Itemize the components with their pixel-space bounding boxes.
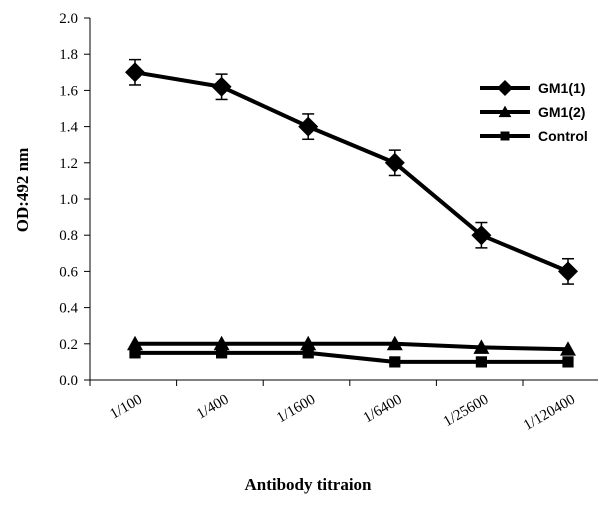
legend-label: Control [538, 128, 588, 144]
x-tick-label: 1/400 [194, 392, 232, 423]
data-point [562, 356, 574, 368]
data-point [384, 152, 405, 173]
y-tick-label: 0.2 [59, 337, 78, 353]
y-tick-label: 1.0 [59, 192, 78, 208]
x-tick-label: 1/100 [107, 392, 145, 423]
data-point [560, 341, 576, 356]
legend-item: GM1(1) [480, 80, 585, 96]
data-point [216, 347, 228, 359]
legend-label: GM1(1) [538, 80, 585, 96]
data-point [389, 356, 401, 368]
data-point [125, 62, 145, 83]
y-tick-label: 2.0 [59, 11, 78, 27]
x-axis-ticks: 1/100 1/400 1/1600 1/6400 1/25600 1/120400 [89, 380, 578, 434]
x-axis-title: Antibody titraion [244, 475, 372, 494]
data-point [298, 116, 319, 137]
y-tick-label: 1.2 [59, 156, 78, 172]
data-point [300, 335, 317, 351]
series-line [134, 70, 569, 274]
data-point [386, 335, 403, 351]
series-line [135, 350, 568, 364]
y-axis-title: OD:492 nm [13, 148, 32, 233]
x-tick-label: 1/25600 [441, 392, 492, 430]
y-tick-label: 1.8 [59, 47, 78, 63]
legend-marker [497, 80, 513, 96]
x-tick-label: 1/120400 [521, 392, 578, 434]
series-GM1(1) [125, 58, 578, 285]
y-tick-label: 0.8 [59, 228, 78, 244]
data-point [213, 335, 230, 351]
data-point [127, 335, 143, 351]
legend-label: GM1(2) [538, 104, 585, 120]
y-tick-label: 0.4 [59, 301, 78, 317]
legend: GM1(1) GM1(2) Control [480, 80, 588, 144]
data-point [558, 261, 578, 282]
series-GM1(2) [127, 335, 576, 356]
series-layer [125, 58, 578, 368]
x-tick-label: 1/6400 [361, 392, 405, 427]
data-point [302, 347, 314, 359]
legend-item: GM1(2) [480, 104, 585, 120]
y-tick-label: 0.6 [59, 264, 78, 280]
y-axis-ticks: 0.0 0.2 0.4 0.6 0.8 1.0 1.2 1.4 1.6 1.8 2.0 [59, 11, 90, 389]
legend-marker [498, 105, 512, 118]
data-point [129, 347, 141, 359]
y-tick-label: 1.4 [59, 120, 78, 136]
legend-marker [500, 131, 510, 141]
data-point [471, 225, 492, 246]
data-point [211, 76, 232, 97]
y-tick-label: 0.0 [59, 373, 78, 389]
y-tick-label: 1.6 [59, 83, 78, 99]
x-tick-label: 1/1600 [274, 392, 318, 427]
series-line [135, 341, 569, 352]
series-Control [129, 347, 574, 368]
legend-item: Control [480, 128, 588, 144]
data-point [475, 356, 487, 368]
data-point [473, 339, 490, 354]
